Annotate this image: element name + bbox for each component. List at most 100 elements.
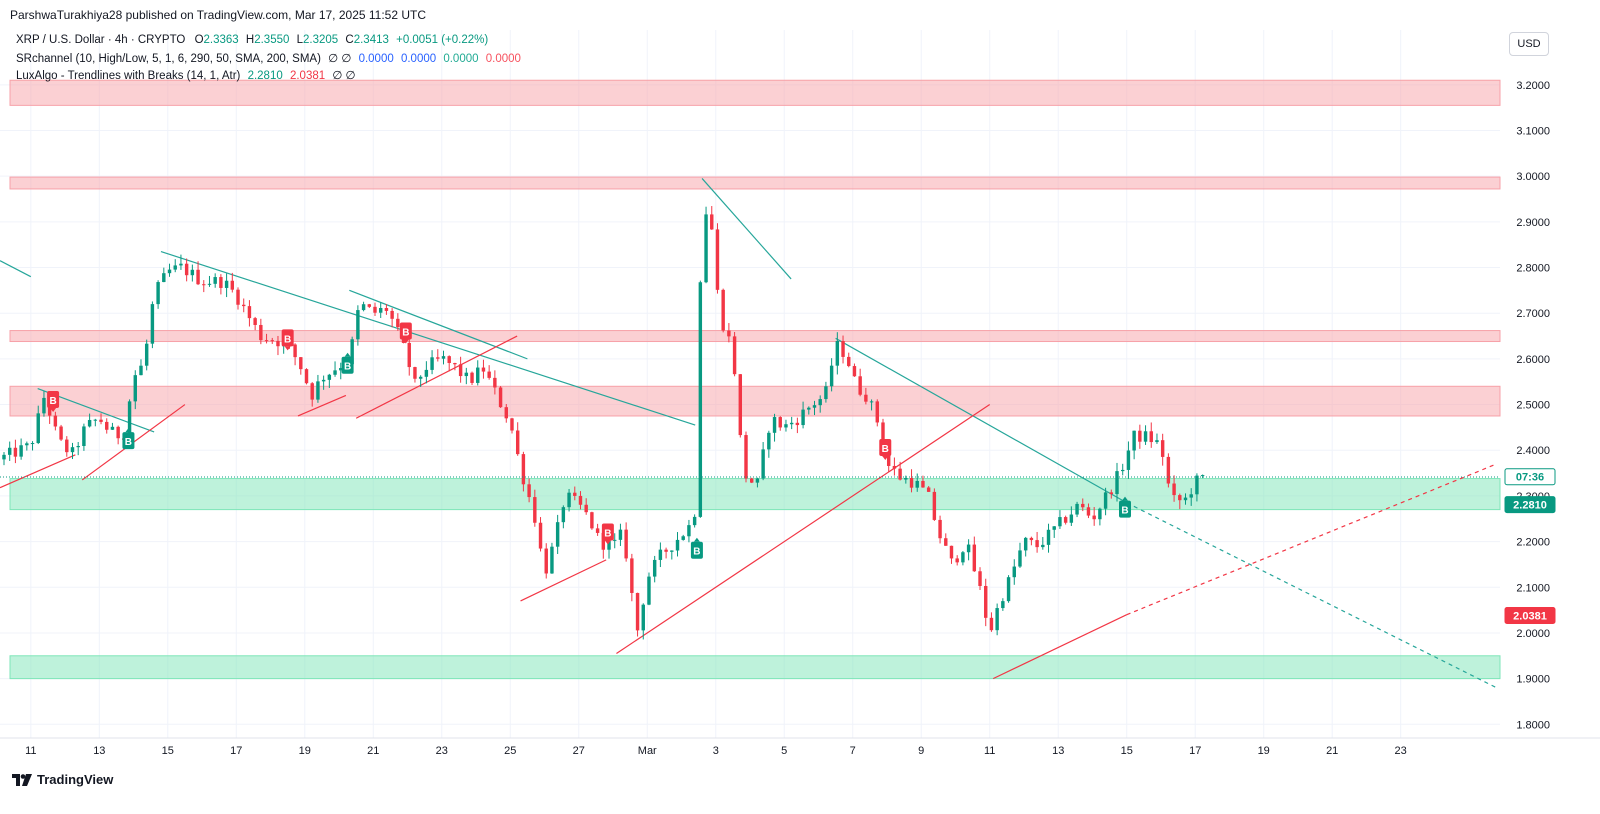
candle-up[interactable] xyxy=(1143,431,1148,442)
candle-up[interactable] xyxy=(321,379,326,382)
candle-down[interactable] xyxy=(436,357,440,359)
candle-up[interactable] xyxy=(430,357,434,370)
candle-up[interactable] xyxy=(561,507,566,523)
candle-down[interactable] xyxy=(778,417,782,428)
candle-down[interactable] xyxy=(721,289,725,331)
candle-up[interactable] xyxy=(1012,566,1016,578)
candle-up[interactable] xyxy=(25,443,29,446)
candle-up[interactable] xyxy=(19,445,23,457)
candle-up[interactable] xyxy=(7,447,12,455)
sell-signal[interactable]: B xyxy=(47,390,60,412)
candle-up[interactable] xyxy=(784,424,788,428)
candle-up[interactable] xyxy=(224,280,229,288)
candle-down[interactable] xyxy=(1160,440,1165,457)
candle-up[interactable] xyxy=(207,283,212,285)
candle-up[interactable] xyxy=(127,401,132,441)
candle-down[interactable] xyxy=(1166,456,1171,484)
candle-up[interactable] xyxy=(190,269,195,276)
candle-down[interactable] xyxy=(1172,483,1176,496)
candle-down[interactable] xyxy=(744,435,748,479)
candle-down[interactable] xyxy=(1086,507,1091,516)
candle-down[interactable] xyxy=(1178,495,1182,501)
candle-up[interactable] xyxy=(333,370,337,375)
candle-up[interactable] xyxy=(1155,440,1159,443)
candle-up[interactable] xyxy=(418,376,423,379)
candle-down[interactable] xyxy=(590,512,594,529)
candle-down[interactable] xyxy=(487,371,491,378)
candle-down[interactable] xyxy=(1081,503,1085,508)
candle-up[interactable] xyxy=(70,447,75,453)
candle-up[interactable] xyxy=(76,446,80,448)
candle-up[interactable] xyxy=(555,522,560,547)
sell-signal[interactable]: B xyxy=(601,523,614,545)
candle-down[interactable] xyxy=(1092,515,1096,520)
candle-up[interactable] xyxy=(173,265,177,270)
candle-up[interactable] xyxy=(658,549,663,560)
candle-down[interactable] xyxy=(504,407,508,419)
candle-down[interactable] xyxy=(1109,492,1114,495)
candle-down[interactable] xyxy=(635,592,640,631)
candle-down[interactable] xyxy=(710,214,714,230)
buy-signal[interactable]: B xyxy=(1119,496,1131,518)
candle-up[interactable] xyxy=(1195,475,1199,495)
candle-down[interactable] xyxy=(926,487,931,492)
candle-down[interactable] xyxy=(989,617,994,631)
candle-down[interactable] xyxy=(909,477,914,488)
candle-down[interactable] xyxy=(299,357,303,370)
candle-up[interactable] xyxy=(801,409,805,426)
luxalgo-name[interactable]: LuxAlgo - Trendlines with Breaks (14, 1,… xyxy=(16,70,241,82)
candle-down[interactable] xyxy=(750,478,754,483)
candle-up[interactable] xyxy=(1046,529,1051,545)
candle-down[interactable] xyxy=(972,544,977,572)
candle-down[interactable] xyxy=(453,363,457,365)
candle-down[interactable] xyxy=(852,366,857,377)
candle-up[interactable] xyxy=(1006,577,1011,602)
candle-down[interactable] xyxy=(938,519,942,539)
candle-down[interactable] xyxy=(578,495,583,505)
candle-down[interactable] xyxy=(738,374,743,436)
candle-up[interactable] xyxy=(1098,508,1102,520)
candle-down[interactable] xyxy=(1029,537,1034,541)
candle-up[interactable] xyxy=(681,536,685,540)
candle-up[interactable] xyxy=(179,263,183,266)
candle-down[interactable] xyxy=(247,306,252,319)
candle-down[interactable] xyxy=(624,529,628,559)
candle-up[interactable] xyxy=(1189,494,1193,498)
candle-up[interactable] xyxy=(692,516,697,526)
candle-up[interactable] xyxy=(761,449,765,479)
candle-down[interactable] xyxy=(886,450,891,466)
candle-up[interactable] xyxy=(789,422,794,425)
candle-up[interactable] xyxy=(647,576,651,605)
candle-up[interactable] xyxy=(339,368,343,371)
candle-down[interactable] xyxy=(481,367,486,372)
symbol-name[interactable]: XRP / U.S. Dollar · 4h · CRYPTO xyxy=(16,34,186,46)
candle-up[interactable] xyxy=(213,277,217,284)
sell-signal[interactable]: B xyxy=(281,329,294,351)
candle-up[interactable] xyxy=(698,282,703,517)
candle-up[interactable] xyxy=(441,356,446,359)
candle-down[interactable] xyxy=(875,401,879,423)
buy-signal[interactable]: B xyxy=(341,352,354,374)
candle-up[interactable] xyxy=(824,386,828,400)
candle-up[interactable] xyxy=(687,525,691,537)
candle-down[interactable] xyxy=(219,277,223,288)
candle-up[interactable] xyxy=(670,550,674,552)
candle-down[interactable] xyxy=(881,422,885,451)
candle-down[interactable] xyxy=(858,376,862,395)
candle-down[interactable] xyxy=(242,304,246,307)
candle-up[interactable] xyxy=(904,477,908,480)
candle-up[interactable] xyxy=(356,310,360,340)
candle-down[interactable] xyxy=(944,538,948,546)
candle-up[interactable] xyxy=(818,399,822,406)
candle-down[interactable] xyxy=(310,383,314,400)
candle-down[interactable] xyxy=(407,342,411,368)
candle-up[interactable] xyxy=(133,375,137,402)
candle-down[interactable] xyxy=(390,310,394,319)
candle-up[interactable] xyxy=(550,546,554,574)
candle-down[interactable] xyxy=(230,280,235,290)
candle-up[interactable] xyxy=(110,426,115,430)
candle-up[interactable] xyxy=(1121,469,1125,472)
candle-up[interactable] xyxy=(772,417,777,433)
candle-up[interactable] xyxy=(607,540,611,550)
